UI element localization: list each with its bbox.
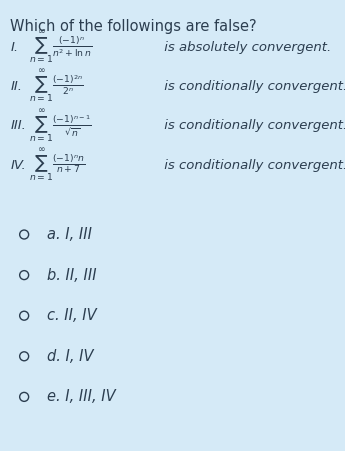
Text: $\sum_{n=1}^{\infty}\frac{(-1)^{n-1}}{\sqrt{n}}$: $\sum_{n=1}^{\infty}\frac{(-1)^{n-1}}{\s… <box>29 107 92 145</box>
Text: a. I, III: a. I, III <box>47 227 91 242</box>
Text: c. II, IV: c. II, IV <box>47 308 96 323</box>
Text: I.: I. <box>10 41 19 54</box>
Text: is conditionally convergent.: is conditionally convergent. <box>160 120 345 132</box>
Text: is conditionally convergent.: is conditionally convergent. <box>160 159 345 171</box>
Text: e. I, III, IV: e. I, III, IV <box>47 389 115 405</box>
Text: IV.: IV. <box>10 159 26 171</box>
Text: is conditionally convergent.: is conditionally convergent. <box>160 80 345 93</box>
Text: Which of the followings are false?: Which of the followings are false? <box>10 19 257 34</box>
Text: III.: III. <box>10 120 26 132</box>
Text: $\sum_{n=1}^{\infty}\frac{(-1)^{2n}}{2^n}$: $\sum_{n=1}^{\infty}\frac{(-1)^{2n}}{2^n… <box>29 68 84 106</box>
Text: b. II, III: b. II, III <box>47 267 96 283</box>
Text: $\sum_{n=1}^{\infty}\frac{(-1)^n}{n^2+\ln n}$: $\sum_{n=1}^{\infty}\frac{(-1)^n}{n^2+\l… <box>29 28 92 66</box>
Text: $\sum_{n=1}^{\infty}\frac{(-1)^{n}n}{n+7}$: $\sum_{n=1}^{\infty}\frac{(-1)^{n}n}{n+7… <box>29 146 86 184</box>
Text: is absolutely convergent.: is absolutely convergent. <box>160 41 332 54</box>
Text: II.: II. <box>10 80 22 93</box>
Text: d. I, IV: d. I, IV <box>47 349 93 364</box>
